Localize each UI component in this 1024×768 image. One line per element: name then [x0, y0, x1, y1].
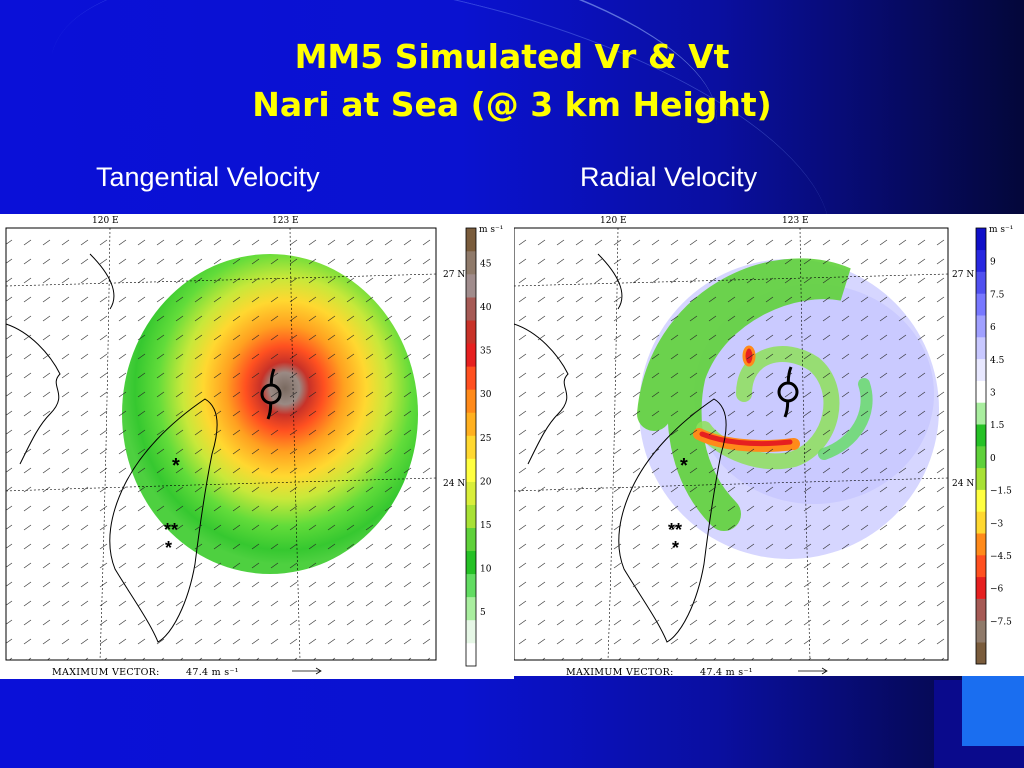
colorbar-tick-label: −6: [990, 585, 1004, 595]
colorbar-tick-label: 15: [480, 521, 492, 531]
colorbar-swatch: [466, 458, 476, 482]
asterisk-marker: *: [680, 455, 688, 477]
colorbar-swatch: [466, 389, 476, 413]
colorbar-tick-label: 20: [480, 477, 492, 487]
colorbar-tick-label: 40: [480, 303, 492, 313]
colorbar-swatch: [466, 481, 476, 505]
colorbar-unit: m s⁻¹: [479, 225, 503, 235]
right-panel-label: Radial Velocity: [580, 162, 758, 192]
colorbar-swatch: [466, 366, 476, 390]
lon-label: 123 E: [782, 216, 809, 226]
colorbar-swatch: [976, 511, 986, 534]
asterisk-marker: **: [164, 520, 178, 540]
colorbar-swatch: [466, 550, 476, 575]
colorbar-swatch: [466, 527, 476, 552]
colorbar-tick-label: 3: [990, 389, 996, 399]
colorbar-swatch: [976, 228, 986, 251]
colorbar-tick-label: 4.5: [990, 356, 1005, 366]
colorbar-swatch: [466, 596, 476, 621]
asterisk-marker: *: [672, 538, 679, 558]
colorbar-swatch: [466, 412, 476, 436]
colorbar-tick-label: 5: [480, 608, 486, 618]
colorbar-tick-label: 6: [990, 323, 996, 333]
colorbar-tick-label: −4.5: [990, 552, 1012, 562]
colorbar-tick-label: 25: [480, 434, 492, 444]
max-vector-value: 47.4 m s⁻¹: [186, 667, 239, 678]
colorbar-swatch: [466, 619, 476, 644]
lon-label: 120 E: [92, 216, 119, 226]
colorbar-tick-label: 45: [480, 260, 492, 270]
colorbar-swatch: [466, 320, 476, 344]
radial-colorbar: 9 7.5 6 4.5 3 1.5 0 −1.5 −3 −4.5 −6 −7.5: [975, 227, 1012, 665]
colorbar-swatch: [976, 271, 986, 294]
colorbar-tick-label: 0: [990, 454, 996, 464]
colorbar-tick-label: 7.5: [990, 290, 1005, 300]
colorbar-swatch: [976, 555, 986, 578]
colorbar-unit: m s⁻¹: [989, 225, 1013, 235]
colorbar-tick-label: 10: [480, 564, 492, 574]
decorative-block: [962, 676, 1024, 746]
max-vector-value: 47.4 m s⁻¹: [700, 667, 753, 676]
colorbar-swatch: [976, 533, 986, 556]
colorbar-swatch: [466, 573, 476, 598]
radial-velocity-map: * ** * 120 E 123 E 27 N 24 N 9 7.5 6 4.5 3 1.…: [514, 214, 1024, 676]
colorbar-swatch: [976, 402, 986, 425]
asterisk-marker: **: [668, 520, 682, 540]
colorbar-swatch: [976, 358, 986, 381]
colorbar-tick-label: 9: [990, 258, 996, 268]
colorbar-swatch: [976, 424, 986, 447]
colorbar-swatch: [466, 435, 476, 459]
colorbar-swatch: [976, 446, 986, 469]
colorbar-swatch: [466, 642, 476, 667]
lon-label: 123 E: [272, 216, 299, 226]
lat-label: 27 N: [443, 270, 465, 280]
colorbar-swatch: [976, 642, 986, 665]
colorbar-swatch: [466, 297, 476, 321]
colorbar-swatch: [976, 249, 986, 272]
colorbar-tick-label: −3: [990, 519, 1004, 529]
lat-label: 24 N: [952, 479, 974, 489]
slide-title-line-2: Nari at Sea (@ 3 km Height): [252, 85, 772, 124]
typhoon-icon: [777, 366, 799, 418]
tangential-colorbar: 45 40 35 30 25 20 15 10 5: [465, 227, 492, 667]
colorbar-swatch: [466, 274, 476, 298]
typhoon-icon: [260, 368, 282, 420]
colorbar-tick-label: −1.5: [990, 487, 1012, 497]
colorbar-swatch: [466, 504, 476, 528]
colorbar-swatch: [976, 576, 986, 599]
left-panel-label: Tangential Velocity: [96, 162, 320, 192]
lat-label: 27 N: [952, 270, 974, 280]
colorbar-tick-label: 1.5: [990, 421, 1005, 431]
colorbar-swatch: [976, 489, 986, 512]
colorbar-swatch: [466, 343, 476, 367]
lon-label: 120 E: [600, 216, 627, 226]
colorbar-swatch: [976, 293, 986, 316]
lat-label: 24 N: [443, 479, 465, 489]
colorbar-swatch: [466, 228, 476, 252]
slide-title-line-1: MM5 Simulated Vr & Vt: [294, 37, 730, 76]
max-vector-label: MAXIMUM VECTOR:: [52, 667, 160, 678]
colorbar-swatch: [976, 337, 986, 360]
colorbar-swatch: [466, 251, 476, 275]
colorbar-swatch: [976, 467, 986, 490]
max-vector-label: MAXIMUM VECTOR:: [566, 667, 674, 676]
colorbar-tick-label: 30: [480, 390, 492, 400]
tangential-velocity-map: * ** * 120 E 123 E 27 N 24 N 45 40 35 30 25 2…: [0, 214, 514, 679]
colorbar-swatch: [976, 598, 986, 621]
colorbar-tick-label: 35: [480, 347, 492, 357]
colorbar-swatch: [976, 380, 986, 403]
asterisk-marker: *: [172, 455, 180, 477]
colorbar-tick-label: −7.5: [990, 617, 1012, 627]
colorbar-swatch: [976, 315, 986, 338]
colorbar-swatch: [976, 620, 986, 643]
asterisk-marker: *: [165, 538, 172, 558]
